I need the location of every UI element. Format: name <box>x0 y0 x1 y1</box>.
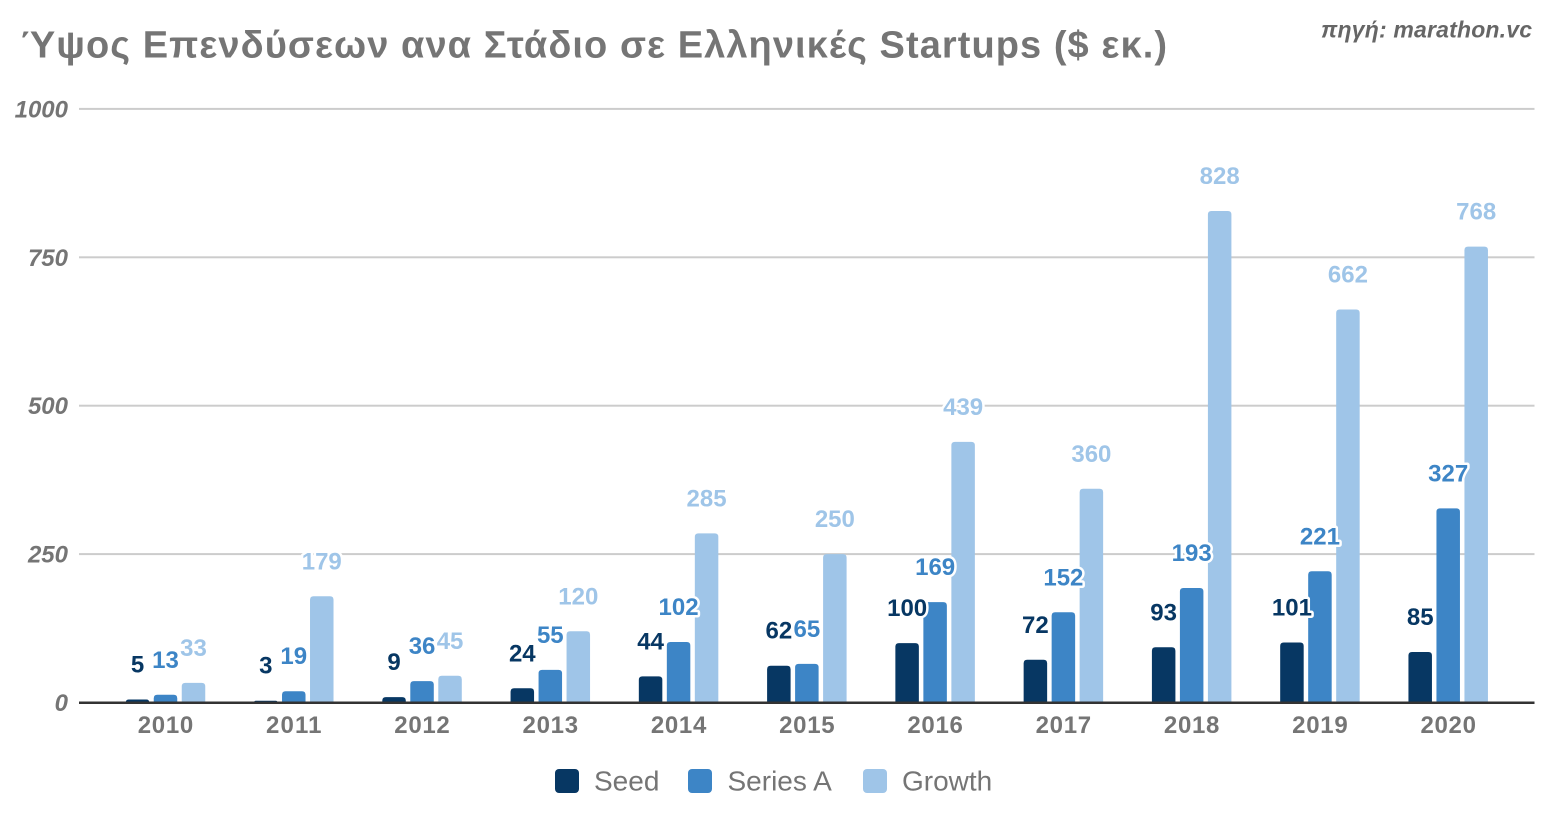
svg-text:1000: 1000 <box>15 96 69 123</box>
svg-text:285: 285 <box>687 485 727 512</box>
svg-text:19: 19 <box>280 643 307 670</box>
svg-text:152: 152 <box>1043 564 1083 591</box>
svg-text:13: 13 <box>152 647 179 674</box>
svg-text:2013: 2013 <box>523 712 579 739</box>
svg-text:65: 65 <box>793 616 820 643</box>
svg-text:62: 62 <box>765 618 792 645</box>
svg-text:2015: 2015 <box>779 712 835 739</box>
svg-text:2017: 2017 <box>1036 712 1092 739</box>
svg-text:5: 5 <box>131 652 144 679</box>
svg-text:72: 72 <box>1022 612 1049 639</box>
svg-text:327: 327 <box>1428 460 1468 487</box>
svg-text:2016: 2016 <box>907 712 963 739</box>
svg-text:Series A: Series A <box>728 766 833 797</box>
svg-text:44: 44 <box>637 628 664 655</box>
svg-text:193: 193 <box>1172 540 1212 567</box>
svg-text:9: 9 <box>387 649 400 676</box>
svg-text:828: 828 <box>1200 163 1240 190</box>
svg-text:2012: 2012 <box>394 712 450 739</box>
svg-text:πηγή: marathon.vc: πηγή: marathon.vc <box>1321 17 1532 43</box>
svg-text:0: 0 <box>55 690 69 717</box>
svg-text:2019: 2019 <box>1292 712 1348 739</box>
svg-text:500: 500 <box>28 393 69 420</box>
svg-text:85: 85 <box>1407 604 1434 631</box>
svg-text:Growth: Growth <box>902 766 992 797</box>
svg-text:221: 221 <box>1300 523 1340 550</box>
svg-text:120: 120 <box>558 583 598 610</box>
svg-text:101: 101 <box>1272 595 1312 622</box>
svg-text:2020: 2020 <box>1420 712 1476 739</box>
svg-text:33: 33 <box>180 635 207 662</box>
svg-text:179: 179 <box>302 548 342 575</box>
svg-text:3: 3 <box>259 653 272 680</box>
svg-text:768: 768 <box>1456 199 1496 226</box>
svg-text:Seed: Seed <box>594 766 659 797</box>
svg-text:102: 102 <box>659 594 699 621</box>
svg-text:24: 24 <box>509 640 536 667</box>
svg-text:2018: 2018 <box>1164 712 1220 739</box>
svg-text:93: 93 <box>1150 599 1177 626</box>
svg-text:36: 36 <box>409 633 436 660</box>
svg-text:2011: 2011 <box>266 712 322 739</box>
svg-text:250: 250 <box>27 542 69 569</box>
svg-text:45: 45 <box>437 628 464 655</box>
svg-text:439: 439 <box>943 394 983 421</box>
svg-text:250: 250 <box>815 506 855 533</box>
svg-text:750: 750 <box>28 245 69 272</box>
svg-text:360: 360 <box>1071 441 1111 468</box>
svg-text:169: 169 <box>915 554 955 581</box>
svg-text:Ύψος Επενδύσεων ανα Στάδιο σε: Ύψος Επενδύσεων ανα Στάδιο σε Ελληνικές … <box>20 25 1167 67</box>
svg-text:2010: 2010 <box>138 712 194 739</box>
svg-text:662: 662 <box>1328 262 1368 289</box>
svg-text:100: 100 <box>887 595 927 622</box>
svg-text:55: 55 <box>537 622 564 649</box>
svg-text:2014: 2014 <box>651 712 707 739</box>
